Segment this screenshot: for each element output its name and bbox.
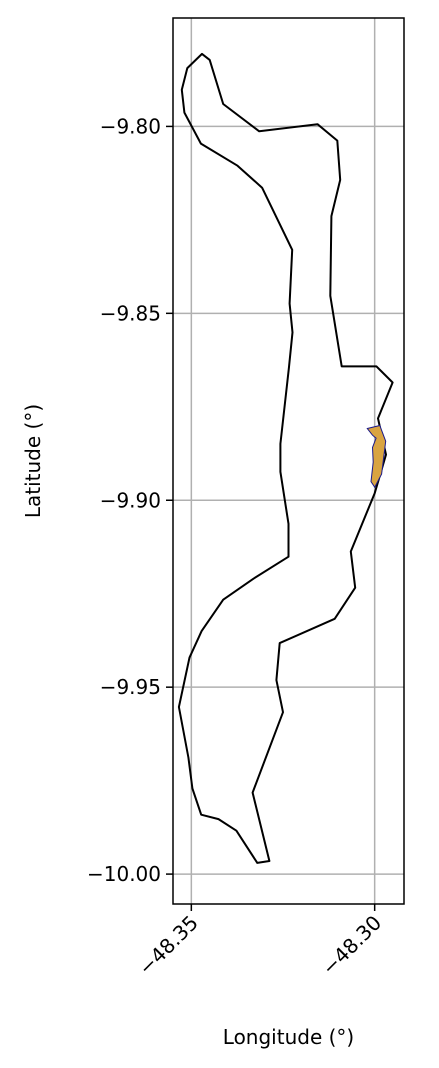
y-axis-label: Latitude (°): [21, 404, 45, 518]
axis-ticks: −9.80 −9.85 −9.90 −9.95 −10.00 −48.35 −48.30: [87, 114, 386, 979]
x-tick-label: −48.30: [317, 911, 386, 980]
y-tick-label: −10.00: [87, 862, 161, 886]
municipality-outline: [179, 54, 393, 863]
grid-lines: [173, 18, 404, 904]
map-shapes: [179, 54, 393, 863]
y-tick-label: −9.85: [100, 301, 161, 325]
x-tick-label: −48.35: [134, 911, 203, 980]
highlighted-area: [367, 426, 385, 488]
y-tick-label: −9.80: [100, 114, 161, 138]
x-axis-label: Longitude (°): [223, 1025, 354, 1049]
y-tick-label: −9.90: [100, 488, 161, 512]
y-tick-label: −9.95: [100, 675, 161, 699]
plot-frame: [173, 18, 404, 904]
